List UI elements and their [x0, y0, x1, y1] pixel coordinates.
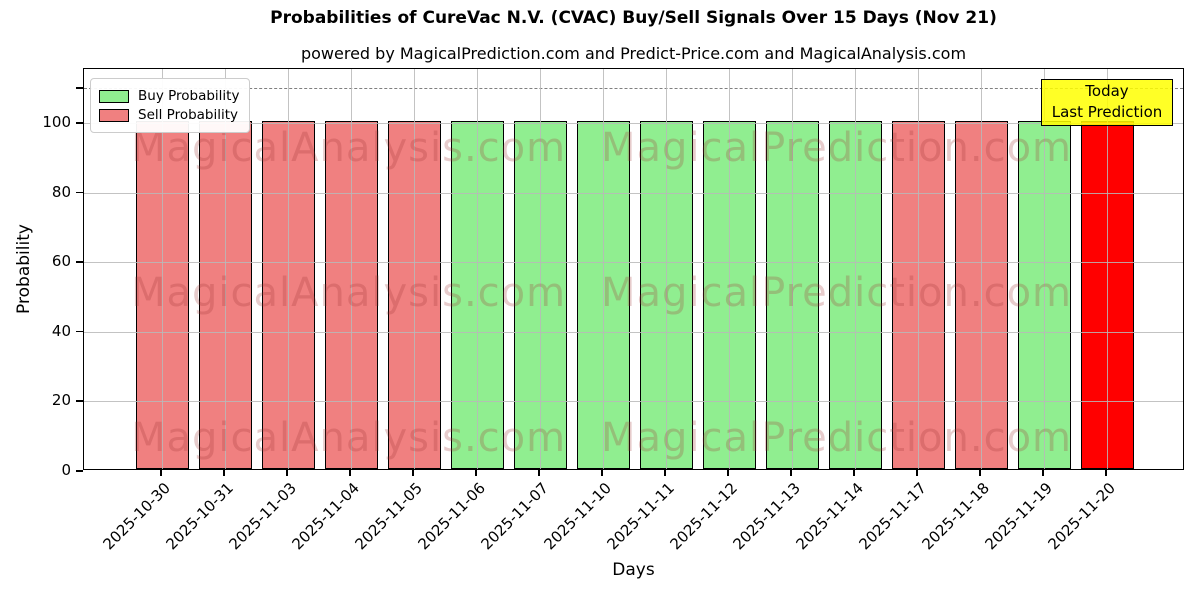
grid-line-v [414, 69, 415, 469]
x-tick-label: 2025-11-03 [225, 479, 300, 554]
y-tick-mark [76, 261, 83, 263]
chart-title: Probabilities of CureVac N.V. (CVAC) Buy… [270, 8, 997, 28]
x-tick-mark [601, 470, 603, 476]
grid-line-v [1107, 69, 1108, 469]
x-tick-label: 2025-11-10 [540, 479, 615, 554]
grid-line-v [666, 69, 667, 469]
y-tick-label: 40 [51, 321, 71, 340]
grid-line-v [162, 69, 163, 469]
x-tick-label: 2025-11-20 [1044, 479, 1119, 554]
y-tick-mark-threshold [76, 87, 83, 89]
x-tick-mark [727, 470, 729, 476]
grid-line-h [84, 401, 1183, 403]
x-tick-mark [286, 470, 288, 476]
y-tick-label: 80 [51, 182, 71, 201]
grid-line-v [288, 69, 289, 469]
x-tick-label: 2025-11-17 [855, 479, 930, 554]
y-tick-mark [76, 330, 83, 333]
x-tick-label: 2025-11-07 [477, 479, 552, 554]
plot-area: Buy Probability Sell Probability Today L… [83, 68, 1184, 470]
grid-line-v [855, 69, 856, 469]
grid-line-v [981, 69, 982, 469]
x-tick-mark [538, 470, 540, 476]
x-tick-label: 2025-11-18 [918, 479, 993, 554]
grid-line-v [792, 69, 793, 469]
grid-line-h [84, 331, 1183, 333]
watermark-text: MagicalAnalysis.com [131, 415, 567, 461]
x-tick-mark [790, 470, 792, 476]
grid-line-v [351, 69, 352, 469]
sell-swatch-icon [99, 108, 129, 122]
grid-line-v [477, 69, 478, 469]
today-annotation-line2: Last Prediction [1051, 103, 1163, 122]
grid-line-v [603, 69, 604, 469]
y-tick-label: 20 [51, 391, 71, 410]
x-tick-mark [223, 470, 225, 476]
x-tick-mark [664, 470, 666, 476]
x-tick-mark [475, 470, 477, 476]
y-tick-mark [76, 400, 83, 402]
legend-label-sell: Sell Probability [138, 107, 239, 123]
grid-line-v [729, 69, 730, 469]
y-tick-label: 60 [51, 252, 71, 271]
x-tick-mark [412, 470, 414, 476]
watermark-text: MagicalPrediction.com [601, 270, 1072, 316]
chart-subtitle: powered by MagicalPrediction.com and Pre… [300, 44, 967, 63]
legend-item-sell: Sell Probability [99, 107, 239, 123]
x-axis-label: Days [612, 560, 655, 580]
x-tick-label: 2025-11-14 [792, 479, 867, 554]
grid-line-h [84, 123, 1183, 124]
threshold-dashed-line [84, 88, 1183, 90]
today-annotation-line1: Today [1085, 82, 1129, 100]
grid-line-h [84, 262, 1183, 264]
x-tick-label: 2025-10-30 [99, 479, 174, 554]
y-tick-mark [76, 470, 83, 472]
grid-line-v [540, 69, 541, 469]
x-tick-label: 2025-11-06 [414, 479, 489, 554]
legend-item-buy: Buy Probability [99, 88, 239, 104]
x-tick-label: 2025-11-11 [603, 479, 678, 554]
grid-line-h [84, 192, 1183, 194]
x-tick-label: 2025-11-19 [981, 479, 1056, 554]
grid-line-v [1044, 69, 1045, 469]
grid-line-v [225, 69, 226, 469]
x-tick-mark [979, 470, 981, 476]
x-tick-label: 2025-10-31 [162, 479, 237, 554]
x-tick-label: 2025-11-05 [351, 479, 426, 554]
y-tick-mark [76, 122, 83, 124]
y-tick-label: 0 [61, 461, 71, 479]
y-tick-label: 100 [42, 113, 71, 131]
watermark-text: MagicalPrediction.com [601, 415, 1072, 461]
watermark-text: MagicalAnalysis.com [131, 270, 567, 316]
x-tick-mark [349, 470, 351, 476]
x-tick-label: 2025-11-13 [729, 479, 804, 554]
x-tick-label: 2025-11-12 [666, 479, 741, 554]
x-tick-mark [1105, 470, 1107, 476]
x-tick-mark [853, 470, 855, 476]
x-tick-label: 2025-11-04 [288, 479, 363, 554]
watermark-text: MagicalPrediction.com [601, 125, 1072, 171]
x-tick-mark [1042, 470, 1044, 476]
x-tick-mark [916, 470, 918, 476]
legend: Buy Probability Sell Probability [90, 78, 251, 133]
today-annotation: Today Last Prediction [1041, 79, 1173, 126]
y-tick-mark [76, 191, 83, 194]
legend-label-buy: Buy Probability [138, 88, 240, 104]
grid-line-v [918, 69, 919, 469]
buy-swatch-icon [99, 89, 129, 103]
x-tick-mark [160, 470, 162, 476]
